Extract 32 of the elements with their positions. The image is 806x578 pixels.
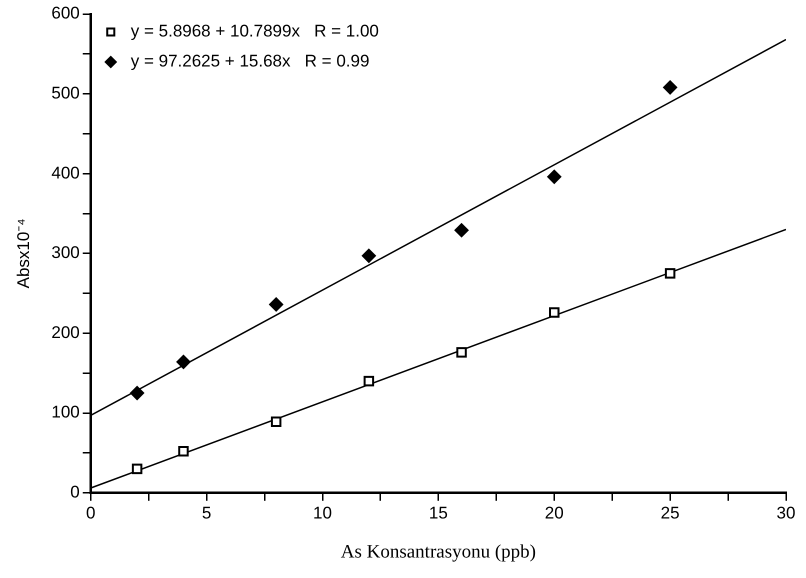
x-tick-label: 10 [313,504,332,523]
x-tick-label: 25 [660,504,680,523]
y-axis-title: Absx10⁻⁴ [14,218,33,288]
point [364,376,374,386]
y-tick-label: 500 [51,83,80,102]
point [663,80,678,94]
y-tick-label: 400 [51,163,80,182]
legend-label: y = 97.2625 + 15.68x R = 0.99 [130,52,370,71]
point [270,416,282,428]
point [362,248,376,263]
point [664,268,676,279]
point [549,307,560,318]
point [456,347,467,358]
point [130,386,144,400]
y-tick-label: 100 [51,402,80,422]
x-axis-title: As Konsantrasyonu (ppb) [340,542,536,563]
x-tick-label: 5 [202,504,212,523]
x-tick-label: 30 [776,504,796,523]
legend-label: y = 5.8968 + 10.7899x R = 1.00 [130,22,379,41]
point [454,223,469,238]
x-tick-label: 0 [86,504,96,523]
y-tick-label: 200 [51,322,80,342]
y-tick-label: 300 [51,243,80,262]
point [178,446,189,457]
y-tick-label: 0 [70,482,80,502]
point [132,464,142,474]
point [269,297,284,312]
x-tick-label: 15 [428,504,448,523]
x-tick-label: 20 [544,504,564,523]
y-tick-label: 600 [51,4,80,23]
point [547,170,562,184]
point [176,354,190,369]
